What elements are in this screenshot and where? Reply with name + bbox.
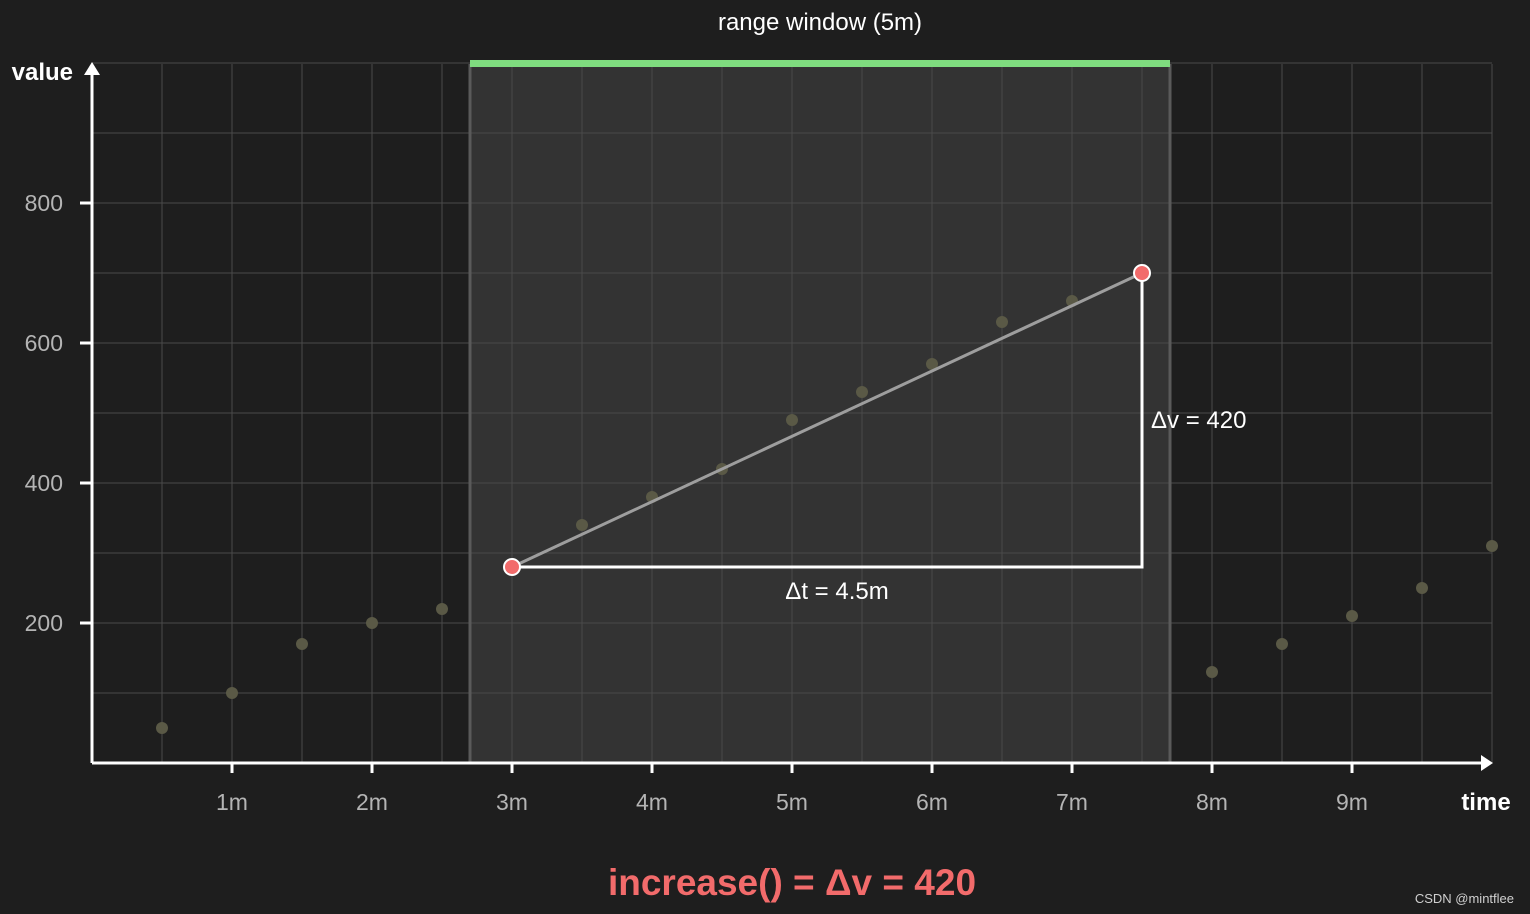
x-tick-label: 5m — [776, 789, 808, 815]
x-axis-arrow — [1481, 755, 1493, 771]
data-point — [856, 386, 868, 398]
data-point — [1206, 666, 1218, 678]
range-window-label: range window (5m) — [718, 9, 922, 36]
data-point — [1416, 582, 1428, 594]
x-tick-label: 4m — [636, 789, 668, 815]
y-tick-label: 200 — [25, 610, 63, 636]
data-point — [436, 603, 448, 615]
x-axis-ticks: 1m 2m 3m 4m 5m 6m 7m 8m 9m — [216, 763, 1368, 815]
data-point — [786, 414, 798, 426]
y-tick-label: 400 — [25, 470, 63, 496]
data-point — [226, 687, 238, 699]
x-tick-label: 8m — [1196, 789, 1228, 815]
delta-v-label: Δv = 420 — [1151, 407, 1246, 434]
data-point — [926, 358, 938, 370]
data-point — [1276, 638, 1288, 650]
x-axis-label: time — [1461, 789, 1510, 816]
range-window-bar — [470, 60, 1170, 67]
data-point — [1486, 540, 1498, 552]
first-sample-marker — [503, 558, 521, 576]
y-tick-label: 600 — [25, 330, 63, 356]
delta-triangle-legs — [512, 273, 1144, 569]
x-tick-label: 1m — [216, 789, 248, 815]
x-tick-label: 3m — [496, 789, 528, 815]
grid — [92, 62, 1493, 763]
x-tick-label: 9m — [1336, 789, 1368, 815]
slope-line — [511, 271, 1143, 569]
y-tick-label: 800 — [25, 190, 63, 216]
formula-text: increase() = Δv = 420 — [608, 862, 976, 903]
y-axis-label: value — [12, 59, 73, 86]
x-tick-label: 7m — [1056, 789, 1088, 815]
x-tick-label: 6m — [916, 789, 948, 815]
data-point — [156, 722, 168, 734]
data-point — [996, 316, 1008, 328]
last-sample-marker — [1133, 264, 1151, 282]
axes — [84, 62, 1493, 771]
data-point — [296, 638, 308, 650]
data-point — [1346, 610, 1358, 622]
y-axis-ticks: 200 400 600 800 — [25, 190, 92, 636]
delta-t-label: Δt = 4.5m — [785, 578, 888, 605]
y-axis-arrow — [84, 62, 100, 75]
watermark: CSDN @mintflee — [1415, 891, 1514, 906]
data-point — [366, 617, 378, 629]
x-tick-label: 2m — [356, 789, 388, 815]
data-point — [576, 519, 588, 531]
